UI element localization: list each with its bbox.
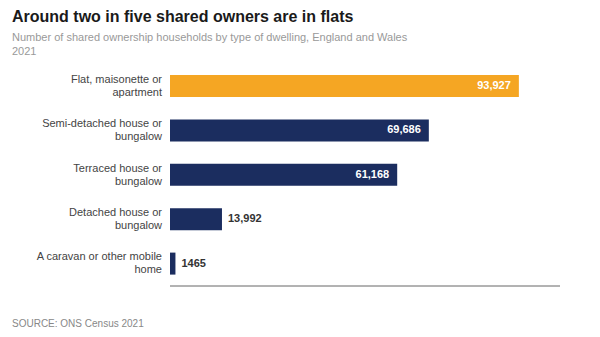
html-text:SOURCE: ONS Census 2021: SOURCE: ONS Census 2021 <box>12 318 144 329</box>
svg-text:1465: 1465 <box>181 257 205 269</box>
svg-text:Detached house orbungalow: Detached house orbungalow <box>69 206 162 231</box>
html-text:Number of shared ownership hou: Number of shared ownership households by… <box>12 31 408 43</box>
svg-text:61,168: 61,168 <box>356 168 390 180</box>
svg-text:Flat, maisonette orapartment: Flat, maisonette orapartment <box>71 73 162 98</box>
svg-text:Terraced house orbungalow: Terraced house orbungalow <box>73 161 162 186</box>
svg-text:69,686: 69,686 <box>387 123 421 135</box>
html-text:2021: 2021 <box>12 45 37 57</box>
html-text:Around two in five shared owne: Around two in five shared owners are in … <box>12 8 354 25</box>
svg-text:13,992: 13,992 <box>228 212 262 224</box>
svg-text:A caravan or other mobilehome: A caravan or other mobilehome <box>37 250 162 275</box>
svg-text:Semi-detached house orbungalow: Semi-detached house orbungalow <box>42 117 162 142</box>
svg-text:93,927: 93,927 <box>477 79 511 91</box>
